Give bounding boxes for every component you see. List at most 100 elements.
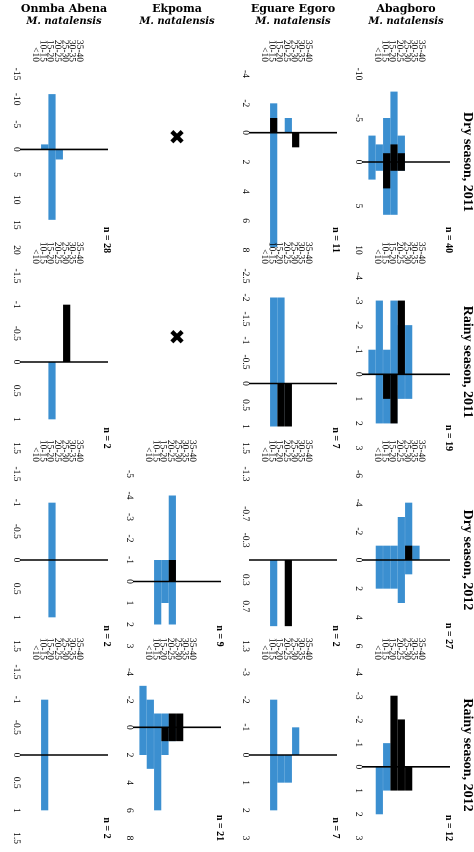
sample-size-label: n = 7 <box>330 817 341 838</box>
tick-label: -0.5 <box>11 720 21 735</box>
tick-label: -1 <box>124 556 134 564</box>
size-class-label: 10-15 <box>150 638 160 660</box>
blue-bar <box>383 545 391 589</box>
tick-label: 2 <box>353 812 363 817</box>
size-class-label: 25-30 <box>288 440 298 462</box>
size-class-label: 35-40 <box>187 440 197 462</box>
tick-label: 1.5 <box>11 442 21 454</box>
tick-label: -1 <box>353 739 363 747</box>
tick-label: 0 <box>11 753 21 758</box>
tick-label: 1.5 <box>11 640 21 652</box>
size-class-label: 15-20 <box>274 40 284 62</box>
tick-label: 15 <box>11 220 21 230</box>
tick-label: 0.5 <box>240 399 250 411</box>
size-class-label: 30-35 <box>409 638 419 660</box>
tick-label: -6 <box>353 470 363 478</box>
blue-bar <box>154 713 162 811</box>
size-class-label: 15-20 <box>387 440 397 462</box>
tick-label: 4 <box>240 189 250 194</box>
tick-label: -5 <box>353 114 363 122</box>
size-class-label: 30-35 <box>409 440 419 462</box>
sample-size-label: n = 21 <box>214 815 225 841</box>
tick-label: -2 <box>124 696 134 704</box>
tick-label: -1.5 <box>11 268 21 283</box>
site-name: Eguare Egoro <box>251 2 335 15</box>
tick-label: -1 <box>11 696 21 704</box>
tick-label: 0 <box>240 381 250 386</box>
chart-panel: ✖ <box>169 325 186 349</box>
black-bar <box>168 560 176 582</box>
blue-bar <box>405 502 413 575</box>
tick-label: -5 <box>124 470 134 478</box>
tick-label: 6 <box>124 808 134 813</box>
chart-panels: <1010-1515-2020-2525-3030-3535-40-10-505… <box>11 40 454 844</box>
tick-label: 1 <box>353 788 363 793</box>
tick-label: 4 <box>124 780 134 785</box>
tick-label: 0.7 <box>240 600 250 612</box>
blue-bar <box>412 545 420 560</box>
season-label: Dry season, 2011 <box>460 112 474 212</box>
absent-marker: ✖ <box>169 125 186 149</box>
size-class-label: 30-35 <box>180 440 190 462</box>
tick-label: 2 <box>124 622 134 627</box>
tick-label: 0 <box>240 753 250 758</box>
sample-size-label: n = 19 <box>443 425 454 451</box>
site-name: Abagboro <box>375 2 435 15</box>
tick-label: -1 <box>11 499 21 507</box>
tick-label: 0.3 <box>240 574 250 586</box>
size-class-label: 15-20 <box>158 440 168 462</box>
sample-size-label: n = 7 <box>330 427 341 448</box>
black-bar <box>284 560 292 627</box>
tick-label: 0.5 <box>11 385 21 397</box>
size-class-label: 20-25 <box>281 40 291 62</box>
tick-label: -10 <box>353 68 363 81</box>
size-class-label: 35-40 <box>303 638 313 660</box>
tick-label: -4 <box>124 492 134 500</box>
blue-bar <box>375 766 383 815</box>
tick-label: 0 <box>353 160 363 165</box>
black-bar <box>284 383 292 427</box>
size-class-label: 35-40 <box>303 440 313 462</box>
tick-label: 0 <box>11 360 21 365</box>
size-class-label: 30-35 <box>67 40 77 62</box>
tick-label: -5 <box>11 120 21 128</box>
size-class-label: 35-40 <box>416 242 426 264</box>
tick-label: -4 <box>240 70 250 78</box>
blue-bar <box>375 300 383 424</box>
size-class-label: 25-30 <box>172 440 182 462</box>
blue-bar <box>154 560 162 625</box>
tick-label: 2 <box>353 421 363 426</box>
tick-label: -2 <box>353 321 363 329</box>
sample-size-label: n = 2 <box>101 817 112 838</box>
size-class-label: 35-40 <box>187 638 197 660</box>
blue-bar <box>390 545 398 589</box>
size-class-label: 30-35 <box>67 242 77 264</box>
size-class-label: 35-40 <box>416 638 426 660</box>
size-class-label: 35-40 <box>416 40 426 62</box>
size-class-label: <10 <box>372 447 382 462</box>
tick-label: -1 <box>240 723 250 731</box>
season-label: Dry season, 2012 <box>460 510 474 611</box>
black-bar <box>383 374 391 399</box>
tick-label: 0 <box>11 147 21 152</box>
blue-bar <box>368 135 376 180</box>
tick-label: 1 <box>11 808 21 813</box>
size-class-label: 20-25 <box>394 242 404 264</box>
size-class-label: <10 <box>259 249 269 264</box>
season-labels: Dry season, 2011 Rainy season, 2011 Dry se… <box>460 112 474 812</box>
size-class-label: 10-15 <box>37 242 47 264</box>
tick-label: -2 <box>240 696 250 704</box>
sample-size-label: n = 9 <box>214 625 225 646</box>
tick-label: 1.3 <box>240 640 250 652</box>
size-class-label: 35-40 <box>74 638 84 660</box>
species-name: M. natalensis <box>367 16 444 27</box>
blue-bar <box>270 560 278 627</box>
size-class-label: 10-15 <box>37 638 47 660</box>
